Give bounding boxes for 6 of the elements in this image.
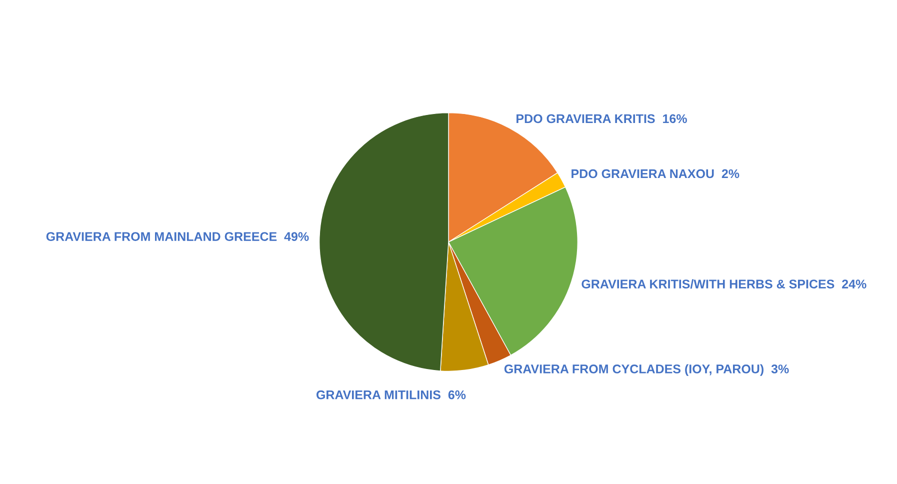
slice-label: PDO GRAVIERA KRITIS 16% xyxy=(516,114,687,124)
slice-label: GRAVIERA FROM MAINLAND GREECE 49% xyxy=(46,232,309,241)
slice-label: GRAVIERA MITILINIS 6% xyxy=(316,390,466,400)
slice-label: GRAVIERA FROM CYCLADES (IOY, PAROU) 3% xyxy=(504,364,789,376)
slice-label: GRAVIERA KRITIS/WITH HERBS & SPICES 24% xyxy=(582,279,866,289)
slice-label: PDO GRAVIERA NAXOU 2% xyxy=(572,169,740,178)
